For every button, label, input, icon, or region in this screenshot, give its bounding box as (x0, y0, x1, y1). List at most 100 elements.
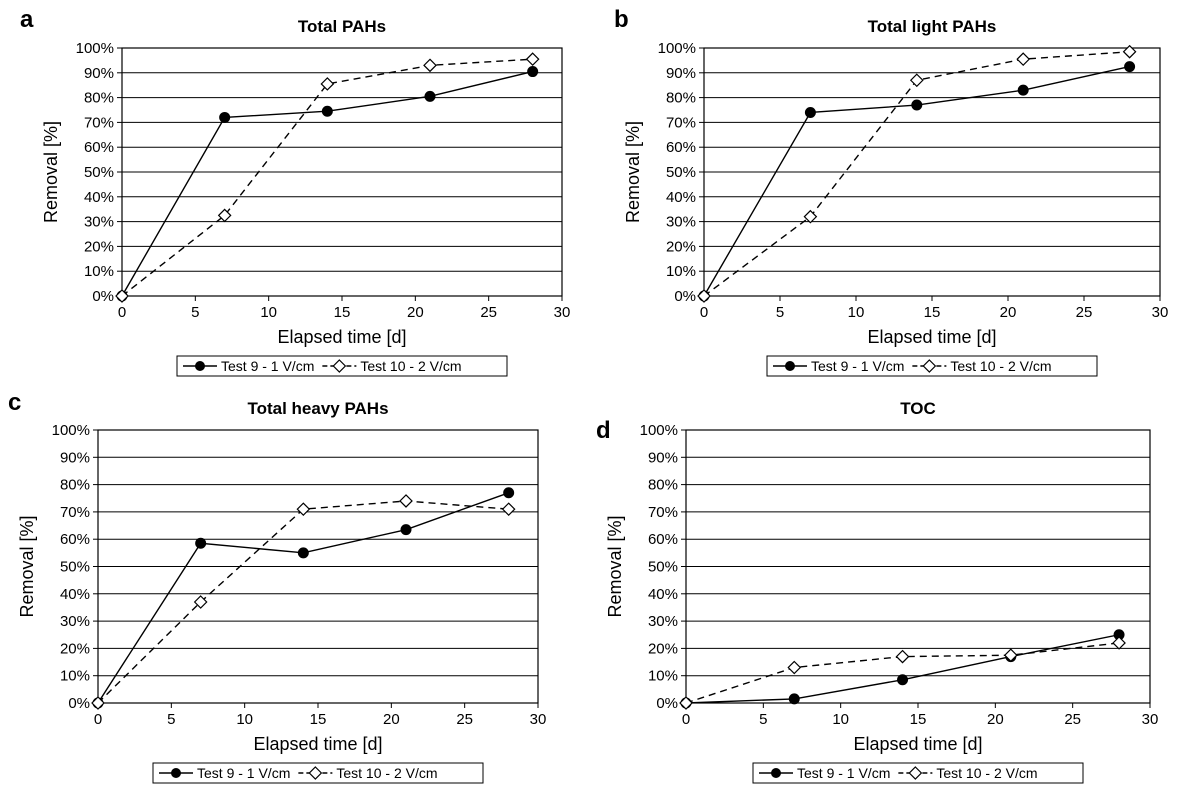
y-tick-label: 0% (674, 288, 696, 305)
y-tick-label: 80% (84, 90, 114, 107)
x-tick-label: 20 (1000, 304, 1017, 321)
y-tick-label: 0% (68, 695, 90, 712)
data-point-series-1 (219, 111, 231, 123)
legend-marker-1 (171, 768, 181, 778)
y-tick-label: 30% (84, 214, 114, 231)
y-tick-label: 80% (648, 477, 678, 494)
legend-label-1: Test 9 - 1 V/cm (221, 358, 314, 374)
y-tick-label: 20% (648, 640, 678, 657)
x-axis-label: Elapsed time [d] (253, 734, 382, 754)
series-line-2 (121, 58, 533, 297)
x-tick-label: 10 (832, 711, 849, 728)
data-point-series-1 (321, 105, 333, 117)
legend: Test 9 - 1 V/cm Test 10 - 2 V/cm (176, 355, 508, 377)
legend-label-2: Test 10 - 2 V/cm (360, 358, 461, 374)
chart-panel-c: c Total heavy PAHs 0% 10% 20% 30% 40% 50% 60% 70%… (8, 389, 547, 784)
x-tick-label: 0 (94, 711, 102, 728)
x-tick-label: 10 (260, 304, 277, 321)
data-point-series-2 (193, 595, 208, 609)
legend: Test 9 - 1 V/cm Test 10 - 2 V/cm (752, 762, 1084, 784)
chart-title: TOC (900, 399, 936, 418)
y-tick-label: 40% (648, 586, 678, 603)
y-tick-label: 30% (648, 613, 678, 630)
legend-marker-2 (922, 359, 937, 373)
y-tick-label: 30% (666, 214, 696, 231)
x-axis-label: Elapsed time [d] (853, 734, 982, 754)
y-tick-label: 70% (666, 114, 696, 131)
data-point-series-2 (679, 696, 693, 710)
y-tick-label: 70% (648, 504, 678, 521)
chart-panel-b: b Total light PAHs 0% 10% 20% 30% 40% 50% 60% 70%… (614, 6, 1169, 377)
x-tick-label: 20 (987, 711, 1004, 728)
x-axis-label: Elapsed time [d] (277, 327, 406, 347)
legend-label-1: Test 9 - 1 V/cm (797, 765, 890, 781)
legend: Test 9 - 1 V/cm Test 10 - 2 V/cm (152, 762, 484, 784)
y-tick-label: 60% (666, 139, 696, 156)
data-point-series-2 (1003, 648, 1018, 663)
y-tick-label: 20% (60, 640, 90, 657)
data-point-series-1 (788, 693, 800, 705)
x-tick-label: 20 (407, 304, 424, 321)
x-tick-label: 30 (1152, 304, 1169, 321)
y-tick-label: 90% (84, 65, 114, 82)
legend-marker-2 (308, 766, 323, 780)
y-tick-label: 50% (84, 164, 114, 181)
y-tick-label: 100% (640, 422, 678, 439)
x-tick-label: 15 (310, 711, 327, 728)
legend-label-2: Test 10 - 2 V/cm (950, 358, 1051, 374)
data-point-series-2 (895, 649, 910, 664)
y-axis-label: Removal [%] (41, 121, 61, 223)
data-point-series-2 (115, 289, 129, 303)
y-tick-label: 100% (658, 40, 696, 57)
data-point-series-2 (909, 73, 924, 88)
legend-label-1: Test 9 - 1 V/cm (811, 358, 904, 374)
x-tick-label: 15 (924, 304, 941, 321)
chart-panel-a: a Total PAHs 0% 10% 20% 30% 40% 50% 60% 70% 80% 90%… (20, 6, 570, 377)
x-tick-label: 10 (236, 711, 253, 728)
series-line-2 (97, 500, 509, 704)
x-tick-label: 30 (1142, 711, 1159, 728)
y-tick-label: 40% (84, 189, 114, 206)
data-point-series-2 (217, 208, 232, 223)
data-point-series-2 (787, 660, 802, 675)
y-tick-label: 30% (60, 613, 90, 630)
y-axis-label: Removal [%] (623, 121, 643, 223)
y-tick-label: 70% (84, 114, 114, 131)
data-point-series-1 (503, 487, 515, 499)
plot-area (703, 47, 1161, 297)
y-tick-label: 0% (92, 288, 114, 305)
x-tick-label: 30 (530, 711, 547, 728)
data-point-series-2 (1016, 52, 1031, 67)
x-tick-label: 0 (700, 304, 708, 321)
series-line-2 (703, 51, 1130, 297)
data-point-series-1 (424, 90, 436, 102)
plot-area (121, 47, 563, 297)
y-tick-label: 80% (60, 477, 90, 494)
x-tick-label: 0 (118, 304, 126, 321)
x-tick-label: 15 (334, 304, 351, 321)
y-tick-label: 40% (60, 586, 90, 603)
y-axis-label: Removal [%] (17, 515, 37, 617)
y-tick-label: 90% (666, 65, 696, 82)
panel-letter: a (20, 6, 34, 33)
y-tick-label: 60% (60, 531, 90, 548)
legend-marker-2 (908, 766, 923, 780)
data-point-series-2 (803, 209, 818, 224)
series-line-1 (121, 70, 533, 297)
plot-area (97, 429, 539, 704)
data-point-series-1 (897, 674, 909, 686)
x-tick-label: 25 (1064, 711, 1081, 728)
data-point-series-2 (399, 494, 413, 508)
panel-letter: d (596, 417, 611, 444)
data-point-series-2 (525, 52, 540, 67)
y-tick-label: 10% (648, 668, 678, 685)
x-tick-label: 25 (480, 304, 497, 321)
x-tick-label: 5 (191, 304, 199, 321)
x-tick-label: 10 (848, 304, 865, 321)
legend-marker-1 (195, 361, 205, 371)
legend-marker-2 (332, 359, 347, 373)
chart-title: Total heavy PAHs (247, 399, 388, 418)
series-line-1 (685, 634, 1120, 704)
data-point-series-2 (1112, 636, 1126, 650)
x-axis-label: Elapsed time [d] (867, 327, 996, 347)
